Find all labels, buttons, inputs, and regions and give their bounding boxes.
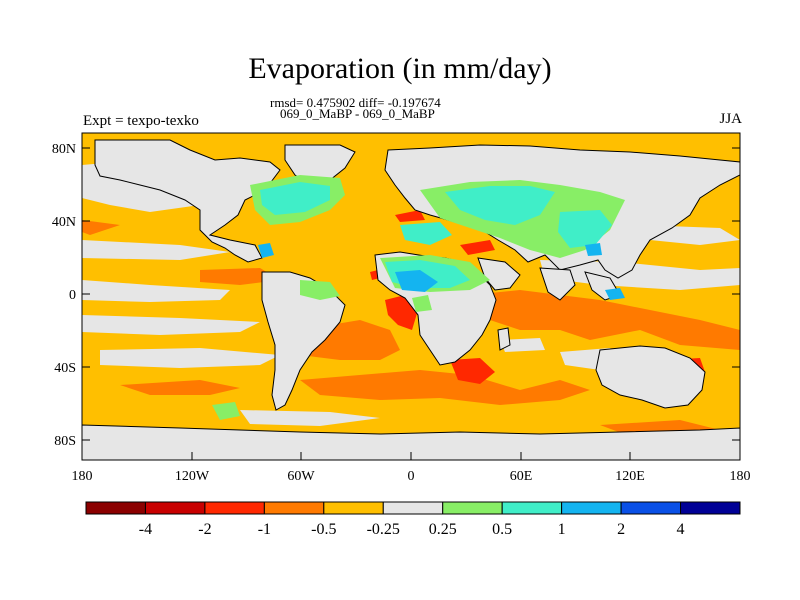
season-label: JJA [719, 111, 742, 127]
orange-patches [82, 220, 740, 440]
legend-swatch [144, 501, 206, 515]
australia [595, 345, 706, 409]
lat-label-40n: 40N [52, 215, 76, 230]
lon-label-180w: 180 [72, 469, 93, 484]
lat-label-40s: 40S [54, 361, 76, 376]
lon-label-0: 0 [408, 469, 415, 484]
map-title: Evaporation (in mm/day) [248, 52, 552, 85]
lon-label-60e: 60E [510, 469, 533, 484]
legend-label: -1 [258, 521, 271, 538]
legend-label: 2 [617, 521, 625, 538]
legend-swatch [323, 501, 384, 515]
legend-swatch [680, 501, 741, 515]
legend-label: 0.5 [492, 521, 512, 538]
map-panel [81, 132, 741, 461]
lon-label-120w: 120W [175, 469, 210, 484]
map-subtitle: 069_0_MaBP - 069_0_MaBP [280, 106, 435, 121]
experiment-label: Expt = texpo-texko [83, 113, 199, 129]
legend-label: -4 [139, 521, 152, 538]
lat-tick-labels: 80N 40N 0 40S 80S [52, 142, 76, 449]
lon-label-120e: 120E [615, 469, 645, 484]
legend-label: -0.5 [311, 521, 336, 538]
lon-label-180e: 180 [730, 469, 751, 484]
blue-patches [258, 243, 625, 300]
legend-label: 4 [677, 521, 685, 538]
legend-swatch [263, 501, 325, 515]
lat-label-0: 0 [69, 288, 76, 303]
lon-label-60w: 60W [287, 469, 315, 484]
lat-label-80s: 80S [54, 434, 76, 449]
legend-swatch [382, 501, 444, 515]
legend-label: -0.25 [367, 521, 400, 538]
madagascar [497, 327, 511, 351]
legend-labels: -4 -2 -1 -0.5 -0.25 0.25 0.5 1 2 4 [139, 521, 685, 538]
legend-label: 0.25 [429, 521, 457, 538]
north-america [94, 139, 281, 263]
stats-line: rmsd= 0.475902 diff= -0.197674 [270, 95, 441, 110]
legend-swatch [442, 501, 503, 515]
legend-swatch [620, 501, 682, 515]
lon-ticks [81, 452, 741, 460]
lon-tick-labels: 180 120W 60W 0 60E 120E 180 [72, 469, 751, 484]
legend-label: 1 [558, 521, 566, 538]
legend-swatch [501, 501, 563, 515]
lat-ticks [82, 147, 740, 441]
legend-swatch [204, 501, 265, 515]
lat-label-80n: 80N [52, 142, 76, 157]
legend-swatch [85, 501, 146, 515]
legend-swatch [561, 501, 622, 515]
legend-label: -2 [198, 521, 211, 538]
india [539, 267, 576, 301]
color-legend [85, 501, 741, 515]
